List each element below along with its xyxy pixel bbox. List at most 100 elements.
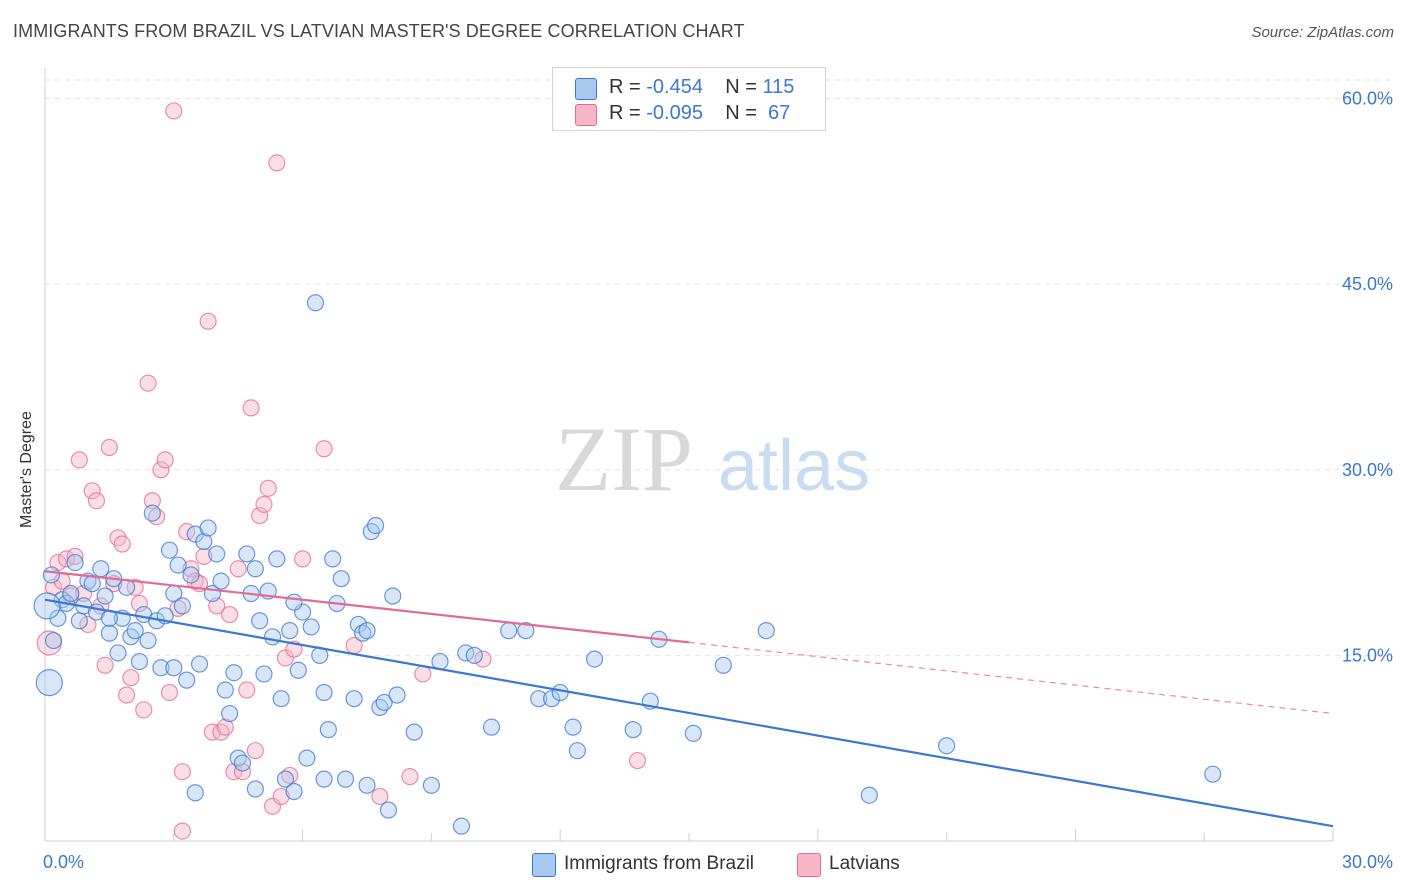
brazil-point	[358, 776, 376, 794]
latvians-point	[66, 547, 84, 565]
brazil-point	[263, 628, 282, 646]
brazil-point	[324, 550, 342, 568]
legend-n-value: 115	[762, 76, 795, 98]
brazil-point	[100, 624, 119, 642]
brazil-point	[684, 724, 702, 742]
brazil-point	[358, 622, 376, 640]
legend-n-value: 67	[762, 102, 791, 124]
brazil-point	[165, 659, 183, 677]
brazil-point	[405, 723, 423, 741]
bottom-legend-swatch-brazil	[532, 853, 556, 877]
latvians-point	[79, 615, 97, 634]
latvians-point	[130, 594, 149, 613]
latvians-point	[100, 438, 119, 457]
y-tick-label: 45.0%	[1342, 274, 1393, 294]
bottom-legend-label-brazil: Immigrants from Brazil	[564, 853, 755, 874]
legend-n-label: N =	[725, 102, 763, 124]
brazil-point	[285, 593, 303, 611]
brazil-point	[238, 545, 256, 563]
brazil-point	[937, 737, 956, 755]
brazil-point	[152, 659, 170, 677]
latvians-point	[156, 451, 174, 469]
brazil-point	[336, 770, 355, 788]
brazil-point	[585, 650, 604, 668]
brazil-point	[289, 661, 307, 679]
latvians-point	[117, 686, 136, 704]
brazil-point	[384, 587, 402, 605]
latvians-point	[259, 479, 277, 497]
brazil-point	[216, 681, 234, 699]
brazil-point	[186, 784, 204, 802]
brazil-point	[551, 683, 569, 702]
watermark-zip: ZIP	[555, 408, 693, 510]
brazil-point	[285, 782, 303, 801]
latvians-point	[276, 649, 295, 667]
latvians-point	[251, 506, 269, 525]
legend: R = -0.454 N = 115 R = -0.095 N = 67	[552, 67, 826, 131]
latvians-point	[414, 665, 432, 683]
bottom-legend: Immigrants from Brazil Latvians	[0, 852, 1406, 878]
latvians-point	[165, 102, 183, 120]
brazil-point	[143, 504, 161, 522]
y-tick-label: 15.0%	[1342, 645, 1393, 665]
latvians-point	[474, 650, 492, 668]
brazil-point	[35, 669, 63, 697]
latvians-point	[70, 451, 88, 469]
y-tick-label: 60.0%	[1342, 89, 1393, 109]
brazil-point	[255, 665, 273, 683]
latvians-point	[255, 495, 273, 514]
latvians-trend-line	[44, 570, 690, 644]
latvians-point	[371, 787, 389, 806]
brazil-point	[757, 622, 775, 640]
brazil-point	[500, 622, 518, 640]
brazil-point	[246, 560, 264, 578]
brazil-point	[96, 587, 114, 605]
latvians-point	[238, 681, 256, 699]
bottom-legend-label-latvians: Latvians	[829, 853, 900, 874]
latvians-point	[139, 374, 157, 392]
brazil-point	[422, 776, 440, 794]
latvians-point	[233, 763, 252, 781]
legend-swatch-latvians	[575, 104, 597, 126]
brazil-point	[130, 652, 149, 671]
latvians-point	[294, 550, 312, 568]
tick-labels: 15.0% 30.0% 45.0% 60.0% 0.0% 30.0%	[43, 89, 1393, 872]
latvians-point	[246, 742, 264, 760]
brazil-point	[268, 550, 286, 568]
brazil-point	[624, 721, 642, 739]
legend-r-label: R =	[609, 76, 647, 98]
brazil-point	[298, 749, 316, 767]
brazil-point	[169, 556, 187, 574]
brazil-point	[160, 541, 179, 559]
latvians-point	[315, 440, 333, 458]
brazil-point	[139, 631, 157, 650]
latvians-point	[221, 605, 239, 624]
y-axis-label: Master's Degree	[18, 411, 35, 528]
brazil-point	[126, 622, 144, 640]
brazil-point	[388, 686, 406, 704]
brazil-point	[315, 770, 333, 788]
brazil-point	[568, 742, 586, 760]
latvians-trend-line-dashed	[688, 641, 1334, 715]
brazil-point	[42, 566, 61, 584]
latvians-point	[143, 492, 161, 510]
brazil-point	[465, 646, 483, 664]
legend-n-label: N =	[725, 76, 763, 98]
brazil-point	[714, 656, 732, 674]
chart-title: IMMIGRANTS FROM BRAZIL VS LATVIAN MASTER…	[13, 21, 745, 41]
brazil-trend-line	[44, 598, 1334, 828]
latvians-point	[216, 718, 234, 736]
brazil-point	[109, 644, 127, 662]
brazil-point	[70, 612, 88, 630]
brazil-points	[33, 294, 1222, 835]
brazil-point	[281, 622, 299, 640]
brazil-point	[366, 516, 385, 535]
latvians-point	[195, 547, 213, 565]
legend-text-latvians: R = -0.095 N = 67	[609, 102, 790, 125]
brazil-point	[517, 622, 535, 640]
legend-text-brazil: R = -0.454 N = 115	[609, 76, 794, 99]
latvians-point	[122, 669, 140, 687]
axes	[44, 68, 1334, 842]
brazil-point	[33, 592, 61, 620]
